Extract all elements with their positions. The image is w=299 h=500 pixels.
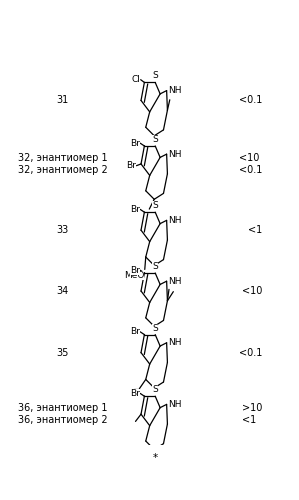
Text: <10: <10 [242, 286, 262, 296]
Text: S: S [152, 262, 158, 271]
Text: NH: NH [168, 400, 182, 409]
Text: S: S [152, 135, 158, 144]
Text: 33: 33 [57, 225, 69, 235]
Text: Br: Br [130, 205, 140, 214]
Text: S: S [152, 385, 158, 394]
Text: Br: Br [130, 139, 140, 148]
Text: S: S [152, 324, 158, 332]
Text: <1: <1 [248, 225, 262, 235]
Text: Br: Br [126, 161, 136, 170]
Text: 31: 31 [57, 96, 69, 106]
Text: Br: Br [130, 389, 140, 398]
Text: S: S [152, 72, 158, 80]
Text: S: S [152, 201, 158, 210]
Text: MeO: MeO [124, 270, 144, 280]
Text: NH: NH [168, 338, 182, 347]
Text: Br: Br [130, 328, 140, 336]
Text: 35: 35 [57, 348, 69, 358]
Text: 34: 34 [57, 286, 69, 296]
Text: *: * [153, 452, 158, 462]
Text: Br: Br [130, 266, 140, 275]
Text: 32, энантиомер 1
32, энантиомер 2: 32, энантиомер 1 32, энантиомер 2 [18, 153, 108, 175]
Text: <0.1: <0.1 [239, 348, 262, 358]
Text: >10
<1: >10 <1 [242, 404, 262, 425]
Text: Cl: Cl [132, 76, 141, 84]
Text: <0.1: <0.1 [239, 96, 262, 106]
Text: NH: NH [168, 86, 182, 95]
Text: 36, энантиомер 1
36, энантиомер 2: 36, энантиомер 1 36, энантиомер 2 [18, 404, 108, 425]
Text: *: * [153, 202, 158, 212]
Text: NH: NH [168, 150, 182, 158]
Text: NH: NH [168, 216, 182, 225]
Text: <10
<0.1: <10 <0.1 [239, 153, 262, 175]
Text: NH: NH [168, 276, 182, 285]
